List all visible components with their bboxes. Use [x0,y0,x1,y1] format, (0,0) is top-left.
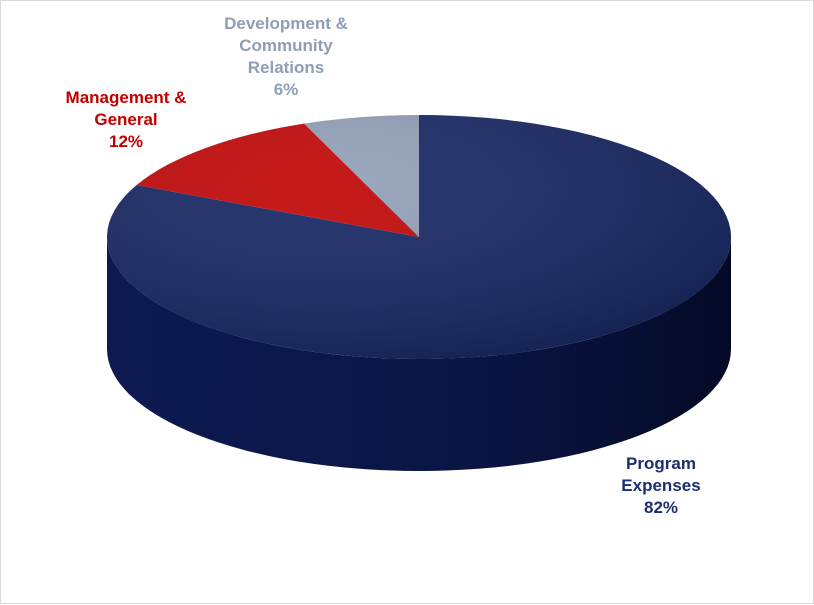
pie-top-shading [107,115,731,359]
slice-label-program-line-2: Expenses [621,476,701,495]
slice-label-development-line-2: Community [239,36,333,55]
slice-label-development: Development & Community Relations 6% [206,13,366,101]
slice-value-program: 82% [643,498,679,517]
slice-value-development: 6% [273,80,299,99]
slice-label-management: Management & General 12% [56,87,196,153]
slice-label-management-line-2: General [94,110,158,129]
slice-label-management-line-1: Management & [65,88,187,107]
slice-label-development-line-1: Development & [224,14,348,33]
slice-label-development-line-3: Relations [247,58,325,77]
pie-side [107,237,731,471]
slice-label-program-line-1: Program [626,454,696,473]
pie-side-wall [107,237,731,471]
slice-label-program: Program Expenses 82% [591,453,731,519]
slice-value-management: 12% [108,132,144,151]
pie-slices [106,115,731,359]
